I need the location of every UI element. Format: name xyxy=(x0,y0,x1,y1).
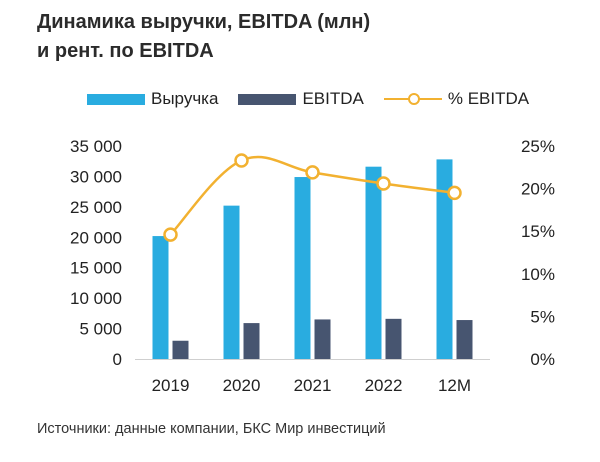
bar-revenue xyxy=(294,177,311,359)
bar-ebitda xyxy=(456,320,473,359)
y-right-tick-label: 5% xyxy=(530,307,555,326)
y-left-tick-label: 30 000 xyxy=(70,167,122,186)
bar-ebitda xyxy=(172,340,189,359)
x-tick-label: 2022 xyxy=(365,376,403,395)
y-right-tick-label: 15% xyxy=(521,222,555,241)
legend-item-revenue: Выручка xyxy=(87,89,218,109)
x-tick-label: 2021 xyxy=(294,376,332,395)
legend: Выручка EBITDA % EBITDA xyxy=(87,88,549,110)
point-margin xyxy=(376,176,391,191)
source-note: Источники: данные компании, БКС Мир инве… xyxy=(37,421,386,437)
y-right-tick-label: 25% xyxy=(521,137,555,156)
y-left-tick-label: 35 000 xyxy=(70,137,122,156)
y-left-tick-label: 20 000 xyxy=(70,228,122,247)
chart-title-line-2: и рент. по EBITDA xyxy=(37,40,214,62)
legend-swatch-revenue xyxy=(87,93,145,105)
point-margin xyxy=(447,185,462,201)
y-left-tick-label: 25 000 xyxy=(70,198,122,217)
legend-label-ebitda: EBITDA xyxy=(302,89,364,108)
point-margin xyxy=(234,153,249,168)
point-margin xyxy=(305,165,320,180)
legend-label-margin: % EBITDA xyxy=(447,89,530,108)
bar-revenue xyxy=(365,166,382,359)
bar-ebitda xyxy=(243,323,260,359)
legend-swatch-margin xyxy=(383,93,442,105)
y-left-tick-label: 15 000 xyxy=(70,259,122,278)
y-right-tick-label: 10% xyxy=(521,265,555,284)
bar-ebitda xyxy=(385,318,402,359)
bar-revenue xyxy=(436,159,453,359)
y-right-tick-label: 0% xyxy=(530,350,555,369)
bar-revenue xyxy=(152,236,169,359)
chart-title-line-1: Динамика выручки, EBITDA (млн) xyxy=(37,11,371,33)
bar-revenue xyxy=(223,205,240,359)
point-margin xyxy=(163,227,178,242)
y-left-tick-label: 5 000 xyxy=(79,320,122,339)
legend-swatch-ebitda xyxy=(238,93,297,105)
y-left-tick-label: 0 xyxy=(113,350,122,369)
bar-ebitda xyxy=(314,319,331,359)
legend-label-revenue: Выручка xyxy=(151,89,219,108)
chart-title: Динамика выручки, EBITDA (млн) и рент. п… xyxy=(37,8,577,66)
legend-item-margin: % EBITDA xyxy=(383,89,530,109)
x-tick-label: 2020 xyxy=(223,376,261,395)
y-right-tick-label: 20% xyxy=(521,180,555,199)
x-tick-label: 2019 xyxy=(152,376,190,395)
legend-item-ebitda: EBITDA xyxy=(238,89,364,109)
y-left-tick-label: 10 000 xyxy=(70,289,122,308)
x-tick-label: 12M xyxy=(438,376,471,395)
